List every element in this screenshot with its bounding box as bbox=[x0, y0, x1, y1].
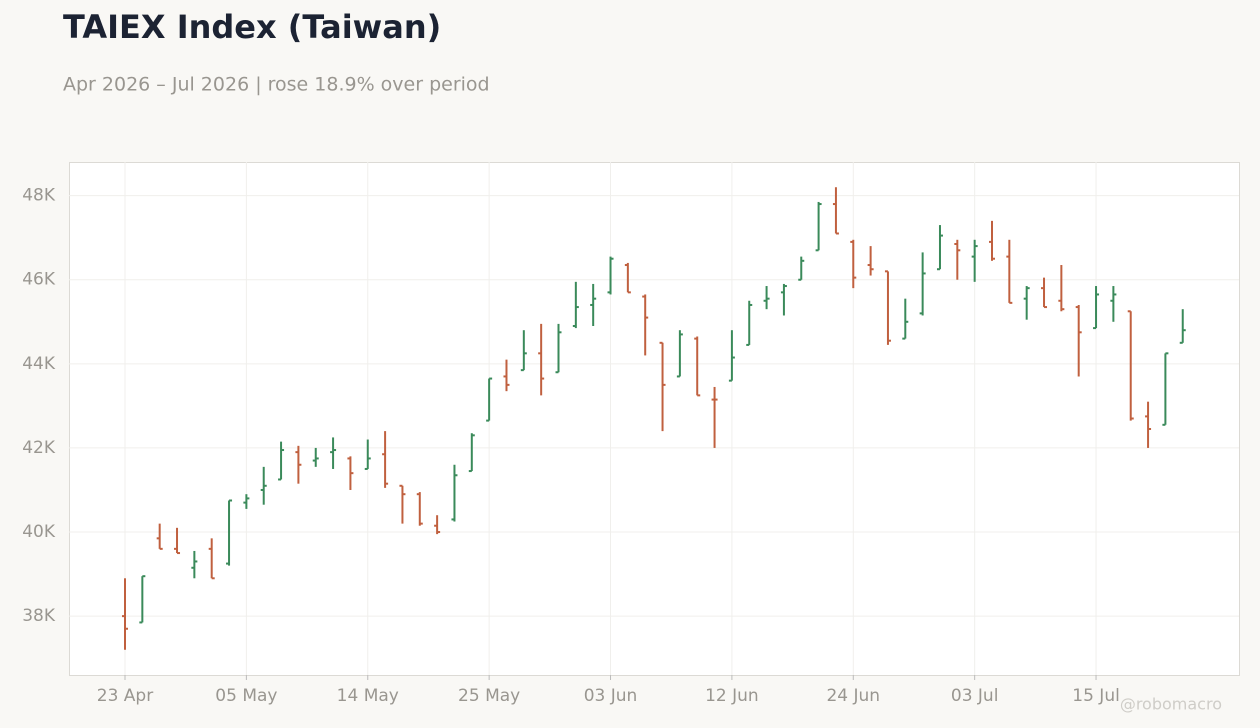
y-tick-label: 40K bbox=[22, 522, 56, 542]
x-tick-label: 12 Jun bbox=[705, 686, 759, 706]
plot-area bbox=[69, 162, 1240, 676]
watermark: @robomacro bbox=[1120, 695, 1222, 714]
y-tick-label: 44K bbox=[22, 354, 56, 374]
x-tick-label: 15 Jul bbox=[1072, 686, 1120, 706]
x-tick-label: 25 May bbox=[458, 686, 520, 706]
chart-subtitle: Apr 2026 – Jul 2026 | rose 18.9% over pe… bbox=[63, 74, 490, 96]
y-tick-label: 48K bbox=[22, 186, 56, 206]
y-tick-label: 38K bbox=[22, 606, 56, 626]
x-tick-label: 24 Jun bbox=[826, 686, 880, 706]
x-tick-label: 14 May bbox=[337, 686, 399, 706]
y-tick-label: 42K bbox=[22, 438, 56, 458]
x-tick-label: 03 Jun bbox=[584, 686, 638, 706]
y-tick-label: 46K bbox=[22, 270, 56, 290]
x-tick-label: 03 Jul bbox=[951, 686, 999, 706]
x-tick-label: 05 May bbox=[215, 686, 277, 706]
x-tick-label: 23 Apr bbox=[97, 686, 153, 706]
chart-title: TAIEX Index (Taiwan) bbox=[63, 8, 441, 46]
